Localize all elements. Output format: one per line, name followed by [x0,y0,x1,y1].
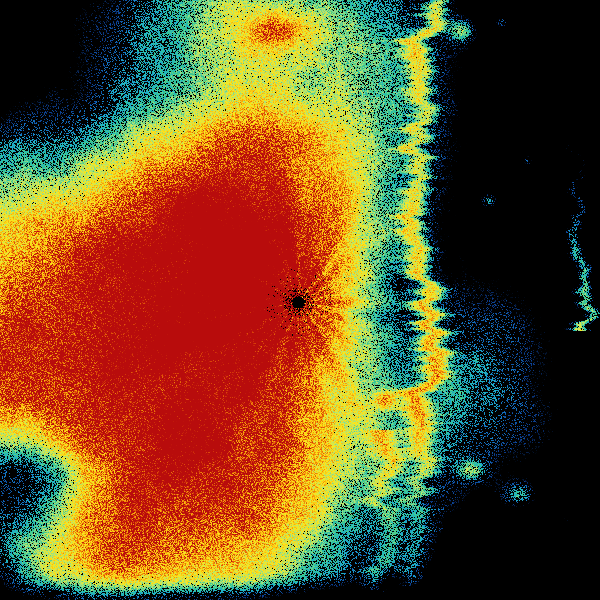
false-color-radar-image [0,0,600,600]
radar-image-canvas-container [0,0,600,600]
